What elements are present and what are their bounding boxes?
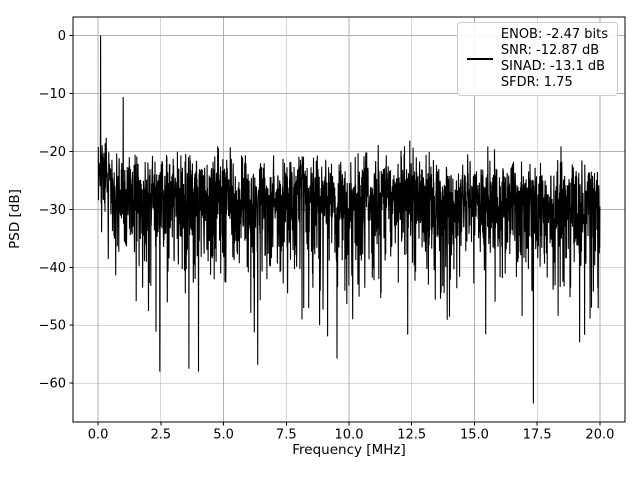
x-tick-label: 5.0 — [213, 428, 234, 443]
x-tick-label: 0.0 — [88, 428, 109, 443]
legend-line-sample-icon — [466, 58, 493, 60]
legend-entry-sinad: SINAD: -13.1 dB — [500, 59, 606, 74]
legend-entries: ENOB: -2.47 bits SNR: -12.87 dB SINAD: -… — [501, 27, 608, 91]
x-tick-label: 12.5 — [397, 428, 426, 443]
y-tick-label: 0 — [58, 29, 66, 44]
y-tick-label: −30 — [39, 203, 66, 218]
psd-trace — [97, 35, 601, 404]
x-tick-label: 15.0 — [460, 428, 489, 443]
x-axis-label: Frequency [MHz] — [292, 442, 406, 458]
y-tick-label: −40 — [39, 261, 66, 276]
legend-entry-snr: SNR: -12.87 dB — [500, 43, 600, 58]
legend-box: ENOB: -2.47 bits SNR: -12.87 dB SINAD: -… — [456, 22, 618, 96]
legend-entry-sfdr: SFDR: 1.75 — [500, 75, 573, 90]
x-tick-label: 17.5 — [523, 428, 552, 443]
y-tick-label: −10 — [39, 87, 66, 102]
y-tick-label: −20 — [39, 145, 66, 160]
x-tick-label: 2.5 — [150, 428, 171, 443]
y-tick-label: −60 — [39, 377, 66, 392]
legend-entry-enob: ENOB: -2.47 bits — [500, 27, 608, 42]
x-tick-label: 20.0 — [585, 428, 614, 443]
y-tick-label: −50 — [39, 319, 66, 334]
x-tick-label: 10.0 — [335, 428, 364, 443]
y-axis-label: PSD [dB] — [7, 189, 23, 249]
x-tick-label: 7.5 — [276, 428, 297, 443]
